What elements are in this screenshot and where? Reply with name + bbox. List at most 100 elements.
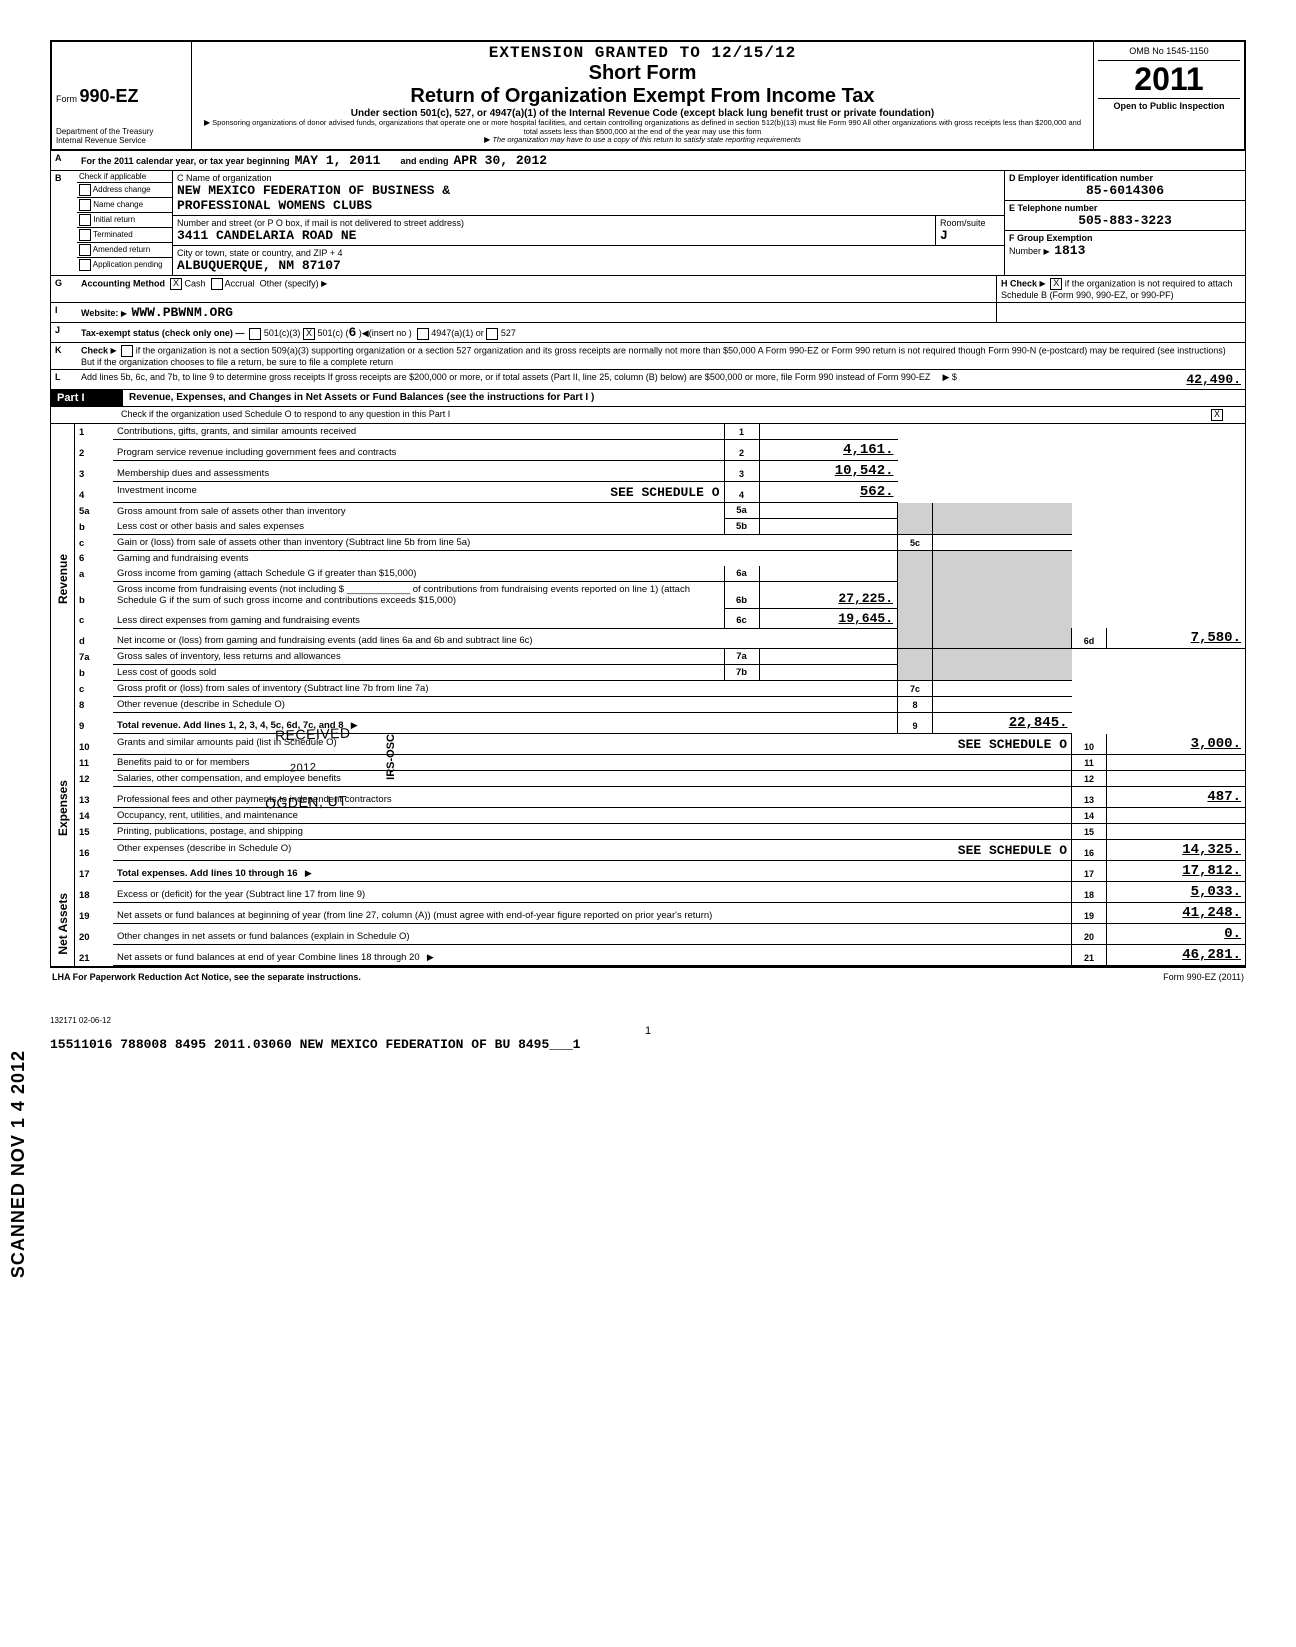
title-cell: EXTENSION GRANTED TO 12/15/12 Short Form… [192, 42, 1094, 149]
e-label: E Telephone number [1009, 203, 1241, 213]
revenue-section: Revenue 1Contributions, gifts, grants, a… [50, 424, 1246, 734]
net-side: Net Assets [51, 882, 75, 966]
org-name-1: NEW MEXICO FEDERATION OF BUSINESS & [177, 183, 1000, 198]
i-label: Website: [81, 308, 118, 318]
checkbox-terminated[interactable] [79, 229, 91, 241]
checkbox-part1[interactable]: X [1211, 409, 1223, 421]
omb-number: OMB No 1545-1150 [1098, 46, 1240, 61]
checkbox-name-change[interactable] [79, 199, 91, 211]
row-k: K Check if the organization is not a sec… [50, 343, 1246, 370]
group-exemption: 1813 [1054, 243, 1085, 258]
section-b-col: Check if applicable Address change Name … [77, 171, 173, 275]
form-id-cell: Form 990-EZ Department of the Treasury I… [52, 42, 192, 149]
short-form-label: Short Form [198, 62, 1087, 85]
checkbox-pending[interactable] [79, 259, 91, 271]
scanned-stamp: SCANNED NOV 1 4 2012 [8, 1050, 29, 1278]
return-title: Return of Organization Exempt From Incom… [198, 85, 1087, 108]
k-label: Check [81, 345, 108, 355]
revenue-table: 1Contributions, gifts, grants, and simil… [75, 424, 1245, 734]
phone: 505-883-3223 [1009, 213, 1241, 228]
tax-end: APR 30, 2012 [453, 153, 547, 168]
checkbox-501c[interactable]: X [303, 328, 315, 340]
checkbox-527[interactable] [486, 328, 498, 340]
open-public: Open to Public Inspection [1098, 98, 1240, 111]
addr-label: Number and street (or P O box, if mail i… [177, 218, 931, 228]
lha-notice: LHA For Paperwork Reduction Act Notice, … [52, 972, 361, 982]
d-label: D Employer identification number [1009, 173, 1241, 183]
letter-g: G [51, 276, 77, 302]
c-label: C Name of organization [177, 173, 1000, 183]
sponsoring-text: Sponsoring organizations of donor advise… [212, 118, 1081, 136]
part1-check-text: Check if the organization used Schedule … [51, 407, 1207, 423]
footer-bottom: 15511016 788008 8495 2011.03060 NEW MEXI… [50, 1037, 1246, 1052]
header-block: Form 990-EZ Department of the Treasury I… [50, 40, 1246, 151]
letter-k: K [51, 343, 77, 369]
org-info-block: B Check if applicable Address change Nam… [50, 171, 1246, 276]
dept-treasury: Department of the Treasury [56, 127, 187, 136]
form-label: Form [56, 94, 77, 104]
and-ending: and ending [400, 156, 448, 166]
checkbox-amended[interactable] [79, 244, 91, 256]
may-use-text: The organization may have to use a copy … [492, 135, 801, 144]
ein: 85-6014306 [1009, 183, 1241, 198]
j-label: Tax-exempt status (check only one) — [81, 328, 244, 338]
checkbox-accrual[interactable] [211, 278, 223, 290]
city-label: City or town, state or country, and ZIP … [177, 248, 1000, 258]
f-label: F Group Exemption [1009, 233, 1241, 243]
website: WWW.PBWNM.ORG [132, 305, 233, 320]
row-l: L Add lines 5b, 6c, and 7b, to line 9 to… [50, 370, 1246, 390]
l-text: Add lines 5b, 6c, and 7b, to line 9 to d… [81, 372, 930, 382]
room-value: J [940, 228, 1000, 243]
ogden-stamp: OGDEN, UT [265, 793, 348, 812]
net-table: 18Excess or (deficit) for the year (Subt… [75, 882, 1245, 966]
net-assets-section: Net Assets 18Excess or (deficit) for the… [50, 882, 1246, 968]
checkbox-cash[interactable]: X [170, 278, 182, 290]
g-label: Accounting Method [81, 278, 165, 288]
room-label: Room/suite [940, 218, 1000, 228]
checkbox-4947[interactable] [417, 328, 429, 340]
expenses-side: Expenses [51, 734, 75, 882]
dept-irs: Internal Revenue Service [56, 136, 187, 145]
checkbox-h[interactable]: X [1050, 278, 1062, 290]
checkbox-k[interactable] [121, 345, 133, 357]
footer-1: LHA For Paperwork Reduction Act Notice, … [50, 968, 1246, 986]
irs-stamp: IRS-OSC [385, 734, 397, 780]
section-a-row: A For the 2011 calendar year, or tax yea… [50, 151, 1246, 171]
letter-l: L [51, 370, 77, 389]
checkbox-initial[interactable] [79, 214, 91, 226]
check-if-label: Check if applicable [77, 171, 172, 183]
l-amount: 42,490. [1107, 370, 1245, 389]
footer-code: 132171 02-06-12 [50, 1016, 1246, 1025]
part1-check-row: Check if the organization used Schedule … [50, 407, 1246, 424]
year-cell: OMB No 1545-1150 2011 Open to Public Ins… [1094, 42, 1244, 149]
section-c-col: C Name of organization NEW MEXICO FEDERA… [173, 171, 1005, 275]
part1-heading: Revenue, Expenses, and Changes in Net As… [123, 390, 1245, 406]
org-city: ALBUQUERQUE, NM 87107 [177, 258, 1000, 273]
extension-notice: EXTENSION GRANTED TO 12/15/12 [198, 44, 1087, 62]
right-info-col: D Employer identification number 85-6014… [1005, 171, 1245, 275]
501c-number: 6 [348, 325, 356, 340]
revenue-side: Revenue [51, 424, 75, 734]
f-number-label: Number [1009, 246, 1041, 256]
form-number: 990-EZ [80, 86, 139, 106]
checkbox-501c3[interactable] [249, 328, 261, 340]
row-i: I Website: WWW.PBWNM.ORG [50, 303, 1246, 323]
k-text: if the organization is not a section 509… [81, 345, 1226, 367]
letter-i: I [51, 303, 77, 322]
letter-j: J [51, 323, 77, 342]
date-stamp: 2012 [290, 762, 317, 775]
letter-b: B [51, 171, 77, 275]
expenses-table: 10Grants and similar amounts paid (list … [75, 734, 1245, 882]
letter-a: A [51, 151, 77, 170]
part1-label: Part I [51, 390, 123, 406]
tax-begin: MAY 1, 2011 [295, 153, 381, 168]
org-name-2: PROFESSIONAL WOMENS CLUBS [177, 198, 1000, 213]
section-a-label: For the 2011 calendar year, or tax year … [81, 156, 290, 166]
row-gh: G Accounting Method X Cash Accrual Other… [50, 276, 1246, 303]
form-footer: Form 990-EZ (2011) [1163, 972, 1244, 982]
page-number: 1 [50, 1025, 1246, 1037]
expenses-section: Expenses RECEIVED 2012 OGDEN, UT IRS-OSC… [50, 734, 1246, 882]
tax-year: 2011 [1098, 61, 1240, 98]
received-stamp: RECEIVED [275, 725, 351, 744]
checkbox-addr-change[interactable] [79, 184, 91, 196]
